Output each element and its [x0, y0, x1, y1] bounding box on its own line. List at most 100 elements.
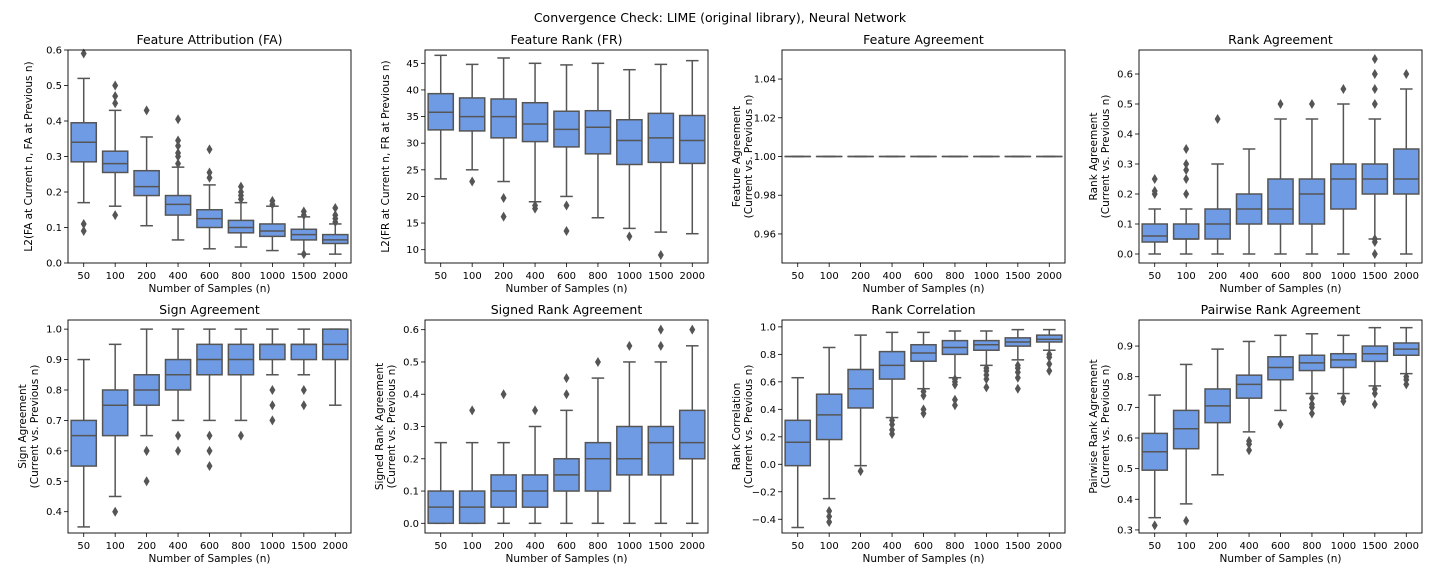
- outlier-point: [175, 140, 182, 151]
- box-iqr: [815, 393, 843, 441]
- box-50: [784, 376, 812, 529]
- x-tick-label: 50: [1148, 541, 1161, 552]
- x-tick-label: 1000: [1331, 271, 1356, 282]
- outlier-point: [626, 231, 633, 242]
- box-iqr: [1330, 352, 1357, 369]
- outlier-point: [951, 374, 958, 385]
- box-400: [164, 114, 192, 241]
- y-tick-label: 0.5: [1117, 100, 1133, 111]
- outlier-point: [80, 48, 87, 59]
- outlier-point: [500, 389, 507, 400]
- y-tick-label: 0.5: [403, 357, 419, 368]
- box-iqr: [616, 425, 643, 476]
- outlier-point: [1246, 436, 1253, 447]
- outlier-point: [112, 98, 119, 109]
- outlier-point: [1340, 393, 1347, 404]
- y-tick-label: 0.5: [1117, 464, 1133, 475]
- x-tick-label: 800: [945, 271, 964, 282]
- box-1500: [647, 324, 675, 525]
- box-iqr: [647, 425, 675, 476]
- x-tick-label: 200: [1208, 541, 1227, 552]
- box-200: [133, 328, 160, 487]
- y-tick-label: 10: [406, 245, 419, 256]
- x-tick-label: 2000: [323, 541, 348, 552]
- y-tick-label: 20: [406, 192, 419, 203]
- y-tick-label: 0.9: [46, 355, 62, 366]
- box-400: [1235, 340, 1263, 456]
- box-400: [878, 331, 906, 440]
- outlier-point: [1183, 159, 1190, 169]
- box-2000: [321, 328, 349, 406]
- y-axis-label: Rank Correlation: [731, 383, 743, 470]
- y-tick-label: 0.6: [403, 325, 419, 336]
- y-tick-label: 0.6: [760, 377, 776, 388]
- outlier-point: [889, 415, 896, 426]
- panel-6: Rank Correlation −0.4 −0.2 0.0 0.2 0.4 0.6 0.8 1…: [731, 302, 1066, 565]
- x-tick-label: 600: [1271, 541, 1290, 552]
- outlier-point: [1371, 234, 1378, 244]
- x-tick-label: 400: [883, 271, 902, 282]
- box-800: [1298, 333, 1326, 419]
- x-tick-label: 800: [1302, 541, 1321, 552]
- box-2000: [1392, 69, 1420, 255]
- y-axis-label: (Current vs. Previous n): [29, 365, 41, 489]
- x-tick-label: 50: [791, 541, 804, 552]
- x-tick-label: 800: [1302, 271, 1321, 282]
- outlier-point: [269, 195, 276, 206]
- box-1500: [1361, 54, 1389, 259]
- outlier-point: [469, 405, 476, 416]
- x-tick-label: 2000: [1037, 541, 1062, 552]
- box-200: [490, 57, 517, 222]
- box-iqr: [1298, 178, 1326, 225]
- x-tick-label: 2000: [680, 271, 705, 282]
- box-600: [1267, 334, 1294, 430]
- x-tick-label: 1000: [617, 271, 642, 282]
- outlier-point: [80, 218, 87, 229]
- box-1500: [647, 63, 675, 261]
- outlier-point: [826, 517, 833, 528]
- panels: Feature Attribution (FA) 0.0 0.1 0.2 0.3 0.4 0…: [17, 32, 1423, 565]
- y-tick-label: 25: [406, 165, 419, 176]
- x-tick-label: 100: [463, 271, 482, 282]
- x-tick-label: 400: [169, 271, 188, 282]
- outlier-point: [332, 210, 339, 221]
- y-tick-label: 0.4: [46, 507, 62, 518]
- box-50: [70, 358, 98, 528]
- outlier-point: [1246, 445, 1253, 456]
- box-50: [1141, 394, 1169, 531]
- outlier-point: [143, 476, 150, 487]
- outlier-point: [1340, 84, 1347, 94]
- outlier-point: [1371, 399, 1378, 410]
- x-axis-label: Number of Samples (n): [862, 283, 984, 295]
- x-tick-label: 50: [791, 271, 804, 282]
- box-iqr: [458, 97, 486, 132]
- outlier-point: [1151, 520, 1158, 531]
- x-tick-label: 2000: [323, 271, 348, 282]
- y-tick-label: 1.02: [754, 113, 776, 124]
- outlier-point: [269, 400, 276, 411]
- outlier-point: [206, 445, 213, 456]
- x-tick-label: 2000: [1394, 541, 1419, 552]
- x-tick-label: 800: [588, 271, 607, 282]
- box-100: [101, 80, 129, 221]
- outlier-point: [1183, 174, 1190, 184]
- y-tick-label: 0.1: [1117, 220, 1133, 231]
- x-tick-label: 2000: [1394, 271, 1419, 282]
- box-iqr: [678, 409, 706, 460]
- axes-frame: [424, 49, 709, 264]
- outlier-point: [594, 356, 601, 367]
- x-tick-label: 400: [883, 541, 902, 552]
- box-100: [1172, 144, 1200, 255]
- y-tick-label: 0.98: [754, 191, 776, 202]
- box-iqr: [1330, 163, 1357, 210]
- box-iqr: [101, 150, 129, 174]
- x-tick-label: 2000: [1037, 271, 1062, 282]
- box-iqr: [1267, 178, 1294, 225]
- x-tick-label: 1500: [1362, 271, 1387, 282]
- x-tick-label: 1000: [260, 271, 285, 282]
- y-tick-label: 1.00: [754, 152, 776, 163]
- figure-suptitle: Convergence Check: LIME (original librar…: [534, 10, 907, 25]
- box-800: [941, 330, 969, 411]
- y-axis-label: Sign Agreement: [17, 384, 29, 469]
- x-tick-label: 200: [137, 271, 156, 282]
